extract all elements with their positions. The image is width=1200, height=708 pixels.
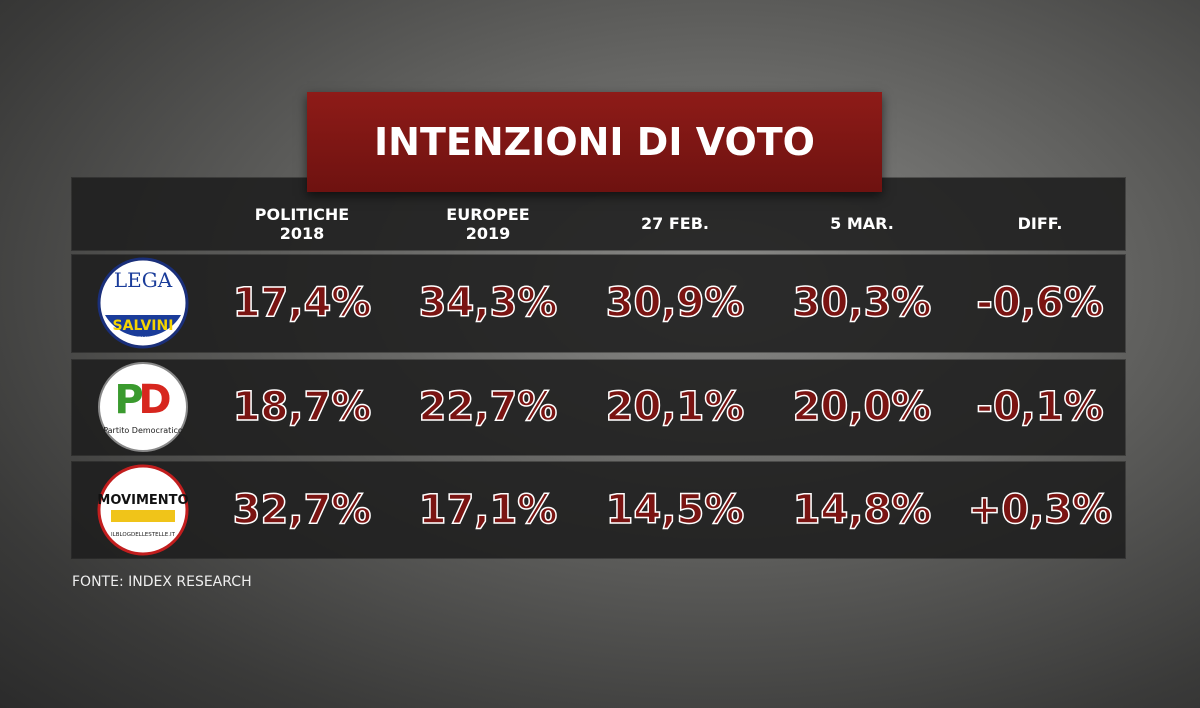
- source: FONTE: INDEX RESEARCH: [72, 574, 252, 590]
- logo-text: PREMIER: [130, 336, 156, 343]
- value-cell: 17,1%: [418, 486, 558, 534]
- value-cell: 20,1%: [605, 383, 745, 431]
- value-cell: -0,1%: [975, 383, 1104, 431]
- column-header: DIFF.: [1017, 214, 1063, 233]
- value-cell: -0,6%: [975, 279, 1104, 327]
- logo-text: MOVIMENTO: [97, 493, 188, 508]
- logo-text: SALVINI: [113, 318, 174, 334]
- lega-logo: LEGA SALVINI PREMIER: [97, 257, 189, 349]
- value-cell: 14,8%: [792, 486, 932, 534]
- logo-text: D: [138, 377, 171, 423]
- value-cell: 30,9%: [605, 279, 745, 327]
- row-band: [72, 255, 1125, 352]
- value-cell: 32,7%: [232, 486, 372, 534]
- value-cell: 18,7%: [232, 383, 372, 431]
- column-header: 5 MAR.: [830, 214, 894, 233]
- title: INTENZIONI DI VOTO: [307, 92, 882, 192]
- value-cell: 22,7%: [418, 383, 558, 431]
- column-header: 27 FEB.: [641, 214, 709, 233]
- value-cell: 17,4%: [232, 279, 372, 327]
- column-header: POLITICHE 2018: [254, 205, 350, 243]
- row-band: [72, 462, 1125, 558]
- value-cell: 20,0%: [792, 383, 932, 431]
- logo-text: Partito Democratico: [103, 426, 183, 435]
- m5s-logo: MOVIMENTO ILBLOGDELLESTELLE.IT: [97, 464, 189, 556]
- value-cell: +0,3%: [967, 486, 1113, 534]
- row-band: [72, 360, 1125, 455]
- value-cell: 30,3%: [792, 279, 932, 327]
- value-cell: 14,5%: [605, 486, 745, 534]
- logo-text: LEGA: [114, 268, 173, 292]
- logo-text: P: [114, 377, 143, 423]
- column-header: EUROPEE 2019: [446, 205, 530, 243]
- value-cell: 34,3%: [418, 279, 558, 327]
- logo-text: ILBLOGDELLESTELLE.IT: [111, 532, 176, 538]
- pd-logo: P D Partito Democratico: [98, 362, 188, 452]
